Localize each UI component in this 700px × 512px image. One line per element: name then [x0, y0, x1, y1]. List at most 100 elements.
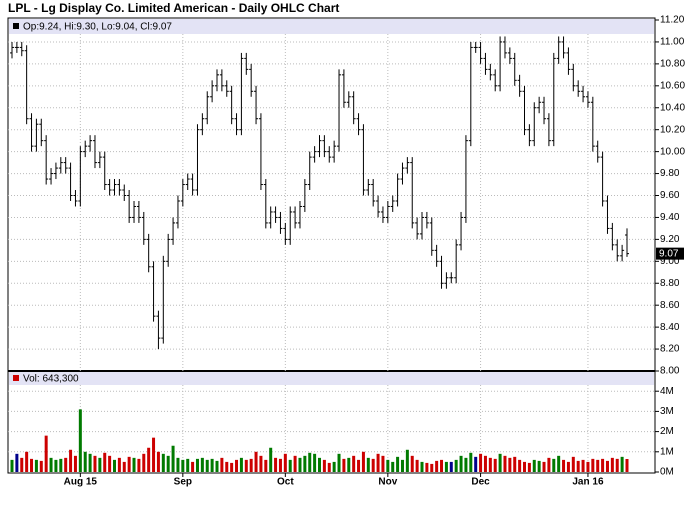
volume-bar: [20, 457, 24, 472]
volume-bar: [137, 458, 141, 472]
volume-bar: [103, 452, 107, 472]
volume-bar: [10, 459, 14, 472]
y-tick-label: 8.00: [660, 366, 680, 377]
y-tick-label: 2M: [660, 426, 674, 437]
volume-bar: [596, 459, 600, 472]
volume-bar: [274, 457, 278, 472]
volume-bar: [420, 461, 424, 472]
volume-bar: [205, 459, 209, 472]
legend-strip: [9, 19, 654, 34]
volume-bar: [620, 456, 624, 472]
volume-bar: [527, 462, 531, 472]
volume-bar: [44, 435, 48, 472]
volume-bar: [464, 457, 468, 472]
volume-bar: [113, 459, 116, 472]
y-tick-label: 8.20: [660, 344, 680, 355]
volume-bar: [59, 458, 63, 472]
volume-bar: [503, 455, 507, 472]
volume-bar: [166, 455, 170, 472]
x-tick-label: Dec: [471, 477, 490, 488]
frame: [7, 17, 656, 474]
volume-bar: [474, 456, 478, 472]
y-tick-label: 10.60: [660, 80, 685, 91]
y-tick-label: 11.00: [660, 37, 685, 48]
volume-bar: [571, 456, 575, 472]
volume-bar: [249, 458, 253, 472]
volume-bar: [425, 462, 429, 472]
y-tick-label: 9.60: [660, 190, 680, 201]
y-tick-label: 10.00: [660, 146, 685, 157]
legend-marker: [13, 23, 19, 29]
volume-bar: [293, 455, 297, 472]
volume-bar: [410, 455, 414, 472]
volume-bar: [391, 461, 395, 472]
volume-bar: [415, 459, 419, 472]
volume-bar: [244, 459, 248, 472]
volume-bar: [562, 459, 566, 472]
legend-marker: [13, 375, 19, 381]
volume-bar: [171, 445, 175, 472]
volume-bar: [523, 461, 526, 472]
volume-bar: [332, 461, 336, 472]
y-tick-label: 1M: [660, 446, 674, 457]
volume-bar: [576, 460, 580, 472]
volume-bar: [200, 457, 204, 472]
volume-bar: [30, 458, 34, 472]
y-tick-label: 10.80: [660, 59, 685, 70]
volume-bar: [381, 455, 385, 472]
volume-bar: [269, 447, 273, 472]
volume-bar: [493, 458, 497, 472]
volume-bar: [132, 457, 136, 472]
volume-bar: [352, 455, 356, 472]
volume-bar: [88, 453, 92, 472]
y-tick-label: 4M: [660, 386, 674, 397]
y-tick-label: 8.60: [660, 300, 680, 311]
volume-bar: [591, 458, 595, 472]
volume-bar: [435, 460, 439, 472]
x-tick-label: Sep: [174, 477, 192, 488]
volume-bar: [69, 449, 73, 472]
x-tick-label: Jan 16: [572, 477, 604, 488]
volume-bar: [210, 458, 214, 472]
volume-bar: [488, 457, 492, 472]
volume-bar: [430, 463, 434, 472]
y-tick-label: 11.20: [660, 15, 685, 26]
y-tick-label: 9.20: [660, 234, 680, 245]
volume-bar: [93, 455, 97, 472]
volume-bar: [152, 437, 156, 472]
x-tick-label: Nov: [378, 477, 397, 488]
last-value-box: [656, 247, 684, 260]
y-tick-label: 8.80: [660, 278, 680, 289]
y-tick-label: 9.80: [660, 168, 680, 179]
volume-bar: [366, 457, 370, 472]
volume-bar: [230, 462, 234, 472]
volume-bar: [357, 459, 361, 472]
legend-text: Op:9.24, Hi:9.30, Lo:9.04, Cl:9.07: [23, 22, 172, 33]
volume-bar: [483, 455, 487, 472]
volume-bar: [508, 457, 512, 472]
volume-bar: [347, 457, 351, 472]
volume-bar: [440, 459, 444, 472]
volume-bar: [186, 458, 190, 472]
volume-bar: [342, 458, 346, 472]
volume-bar: [49, 457, 53, 472]
volume-bar: [615, 458, 619, 472]
volume-bar: [161, 453, 165, 472]
volume-bar: [15, 453, 19, 472]
volume-bar: [405, 449, 409, 472]
volume-bar: [283, 453, 287, 472]
volume-bar: [191, 461, 195, 472]
volume-bar: [498, 453, 502, 472]
volume-bar: [64, 457, 68, 472]
volume-bar: [581, 459, 585, 472]
volume-bar: [318, 457, 321, 472]
volume-bar: [557, 455, 561, 472]
volume-bar: [454, 459, 458, 472]
volume-bar: [34, 459, 38, 472]
volume-bar: [127, 456, 131, 472]
y-tick-label: 9.40: [660, 212, 680, 223]
y-tick-label: 3M: [660, 406, 674, 417]
y-tick-label: 0M: [660, 467, 674, 478]
volume-bar: [542, 461, 546, 472]
